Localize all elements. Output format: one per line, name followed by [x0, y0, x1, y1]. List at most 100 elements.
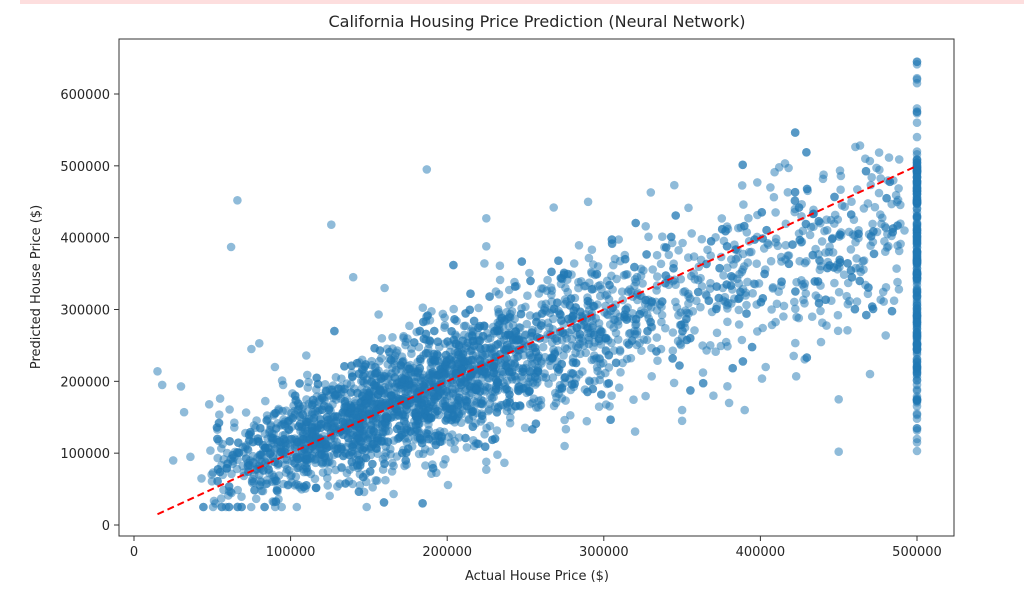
data-point	[858, 256, 868, 266]
data-point	[468, 422, 478, 432]
data-point	[717, 214, 727, 223]
data-point	[669, 264, 678, 273]
data-point	[698, 378, 708, 388]
data-point	[684, 203, 693, 213]
reference-line-layer	[157, 164, 918, 516]
data-point	[697, 234, 707, 244]
data-point	[597, 284, 606, 294]
data-point	[596, 291, 605, 301]
data-point	[671, 211, 680, 220]
data-point	[652, 347, 661, 356]
data-point	[337, 374, 346, 384]
data-point	[225, 405, 234, 414]
data-point	[657, 317, 666, 327]
data-point	[863, 199, 873, 208]
data-point	[271, 497, 281, 506]
data-point	[548, 373, 558, 382]
data-point	[843, 259, 852, 268]
data-point	[293, 399, 303, 408]
data-point	[340, 397, 350, 406]
data-point	[823, 263, 832, 273]
data-point	[253, 453, 262, 462]
data-point	[179, 407, 189, 417]
data-point	[355, 481, 365, 490]
data-point	[226, 242, 236, 252]
data-point	[739, 200, 748, 209]
data-point	[767, 305, 776, 314]
data-point	[779, 301, 789, 311]
data-point	[157, 380, 167, 390]
data-point	[524, 387, 534, 397]
data-point	[549, 203, 558, 212]
data-point	[547, 290, 556, 300]
data-point	[622, 315, 631, 324]
data-point	[845, 296, 854, 306]
data-point	[315, 443, 325, 453]
data-point	[346, 388, 356, 397]
data-point	[255, 476, 264, 485]
data-point	[490, 434, 500, 444]
data-point	[677, 405, 687, 415]
data-point	[912, 233, 922, 242]
data-point	[670, 180, 679, 190]
x-tick-label: 500000	[892, 545, 942, 560]
data-point	[719, 271, 728, 280]
data-point	[790, 187, 800, 197]
data-point	[794, 203, 804, 212]
data-point	[388, 333, 397, 342]
data-point	[843, 326, 852, 335]
data-point	[430, 326, 439, 336]
data-point	[912, 132, 922, 142]
data-point	[833, 326, 843, 336]
data-point	[493, 450, 502, 460]
data-point	[652, 333, 662, 342]
data-point	[723, 263, 732, 273]
data-point	[817, 237, 827, 246]
data-point	[477, 411, 487, 421]
data-point	[525, 268, 534, 278]
data-point	[723, 342, 732, 351]
data-point	[224, 502, 234, 512]
data-point	[217, 502, 227, 512]
data-point	[510, 282, 520, 291]
data-point	[912, 424, 922, 433]
data-point	[153, 367, 162, 376]
data-point	[278, 406, 287, 416]
data-point	[568, 311, 578, 321]
data-point	[912, 183, 922, 192]
data-point	[388, 458, 397, 468]
data-point	[790, 128, 800, 137]
data-point	[863, 289, 873, 299]
x-axis-label: Actual House Price ($)	[465, 569, 609, 584]
data-point	[309, 413, 319, 423]
data-point	[375, 346, 385, 355]
data-point	[423, 311, 432, 320]
data-point	[674, 246, 683, 255]
data-point	[602, 290, 612, 299]
data-point	[737, 181, 747, 190]
data-point	[830, 278, 839, 288]
data-point	[560, 441, 569, 451]
data-point	[912, 269, 922, 278]
data-point	[464, 414, 474, 424]
data-point	[468, 407, 478, 416]
data-point	[337, 462, 346, 472]
data-point	[442, 394, 452, 404]
data-point	[824, 247, 834, 257]
data-point	[727, 272, 736, 281]
data-point	[377, 402, 387, 411]
data-point	[323, 481, 333, 490]
data-point	[583, 387, 592, 397]
data-point	[887, 199, 896, 209]
data-point	[468, 336, 478, 346]
data-point	[500, 458, 509, 468]
data-point	[429, 349, 439, 359]
data-point	[508, 298, 518, 307]
data-point	[216, 494, 226, 503]
data-point	[517, 375, 526, 385]
data-point	[454, 433, 464, 442]
x-tick-label: 100000	[266, 545, 316, 560]
data-point	[543, 275, 552, 285]
data-point	[534, 396, 543, 406]
data-point	[495, 261, 505, 271]
